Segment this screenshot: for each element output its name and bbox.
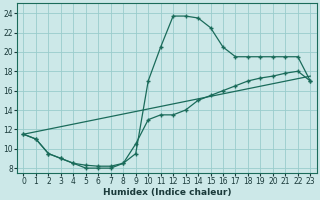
X-axis label: Humidex (Indice chaleur): Humidex (Indice chaleur)	[103, 188, 231, 197]
